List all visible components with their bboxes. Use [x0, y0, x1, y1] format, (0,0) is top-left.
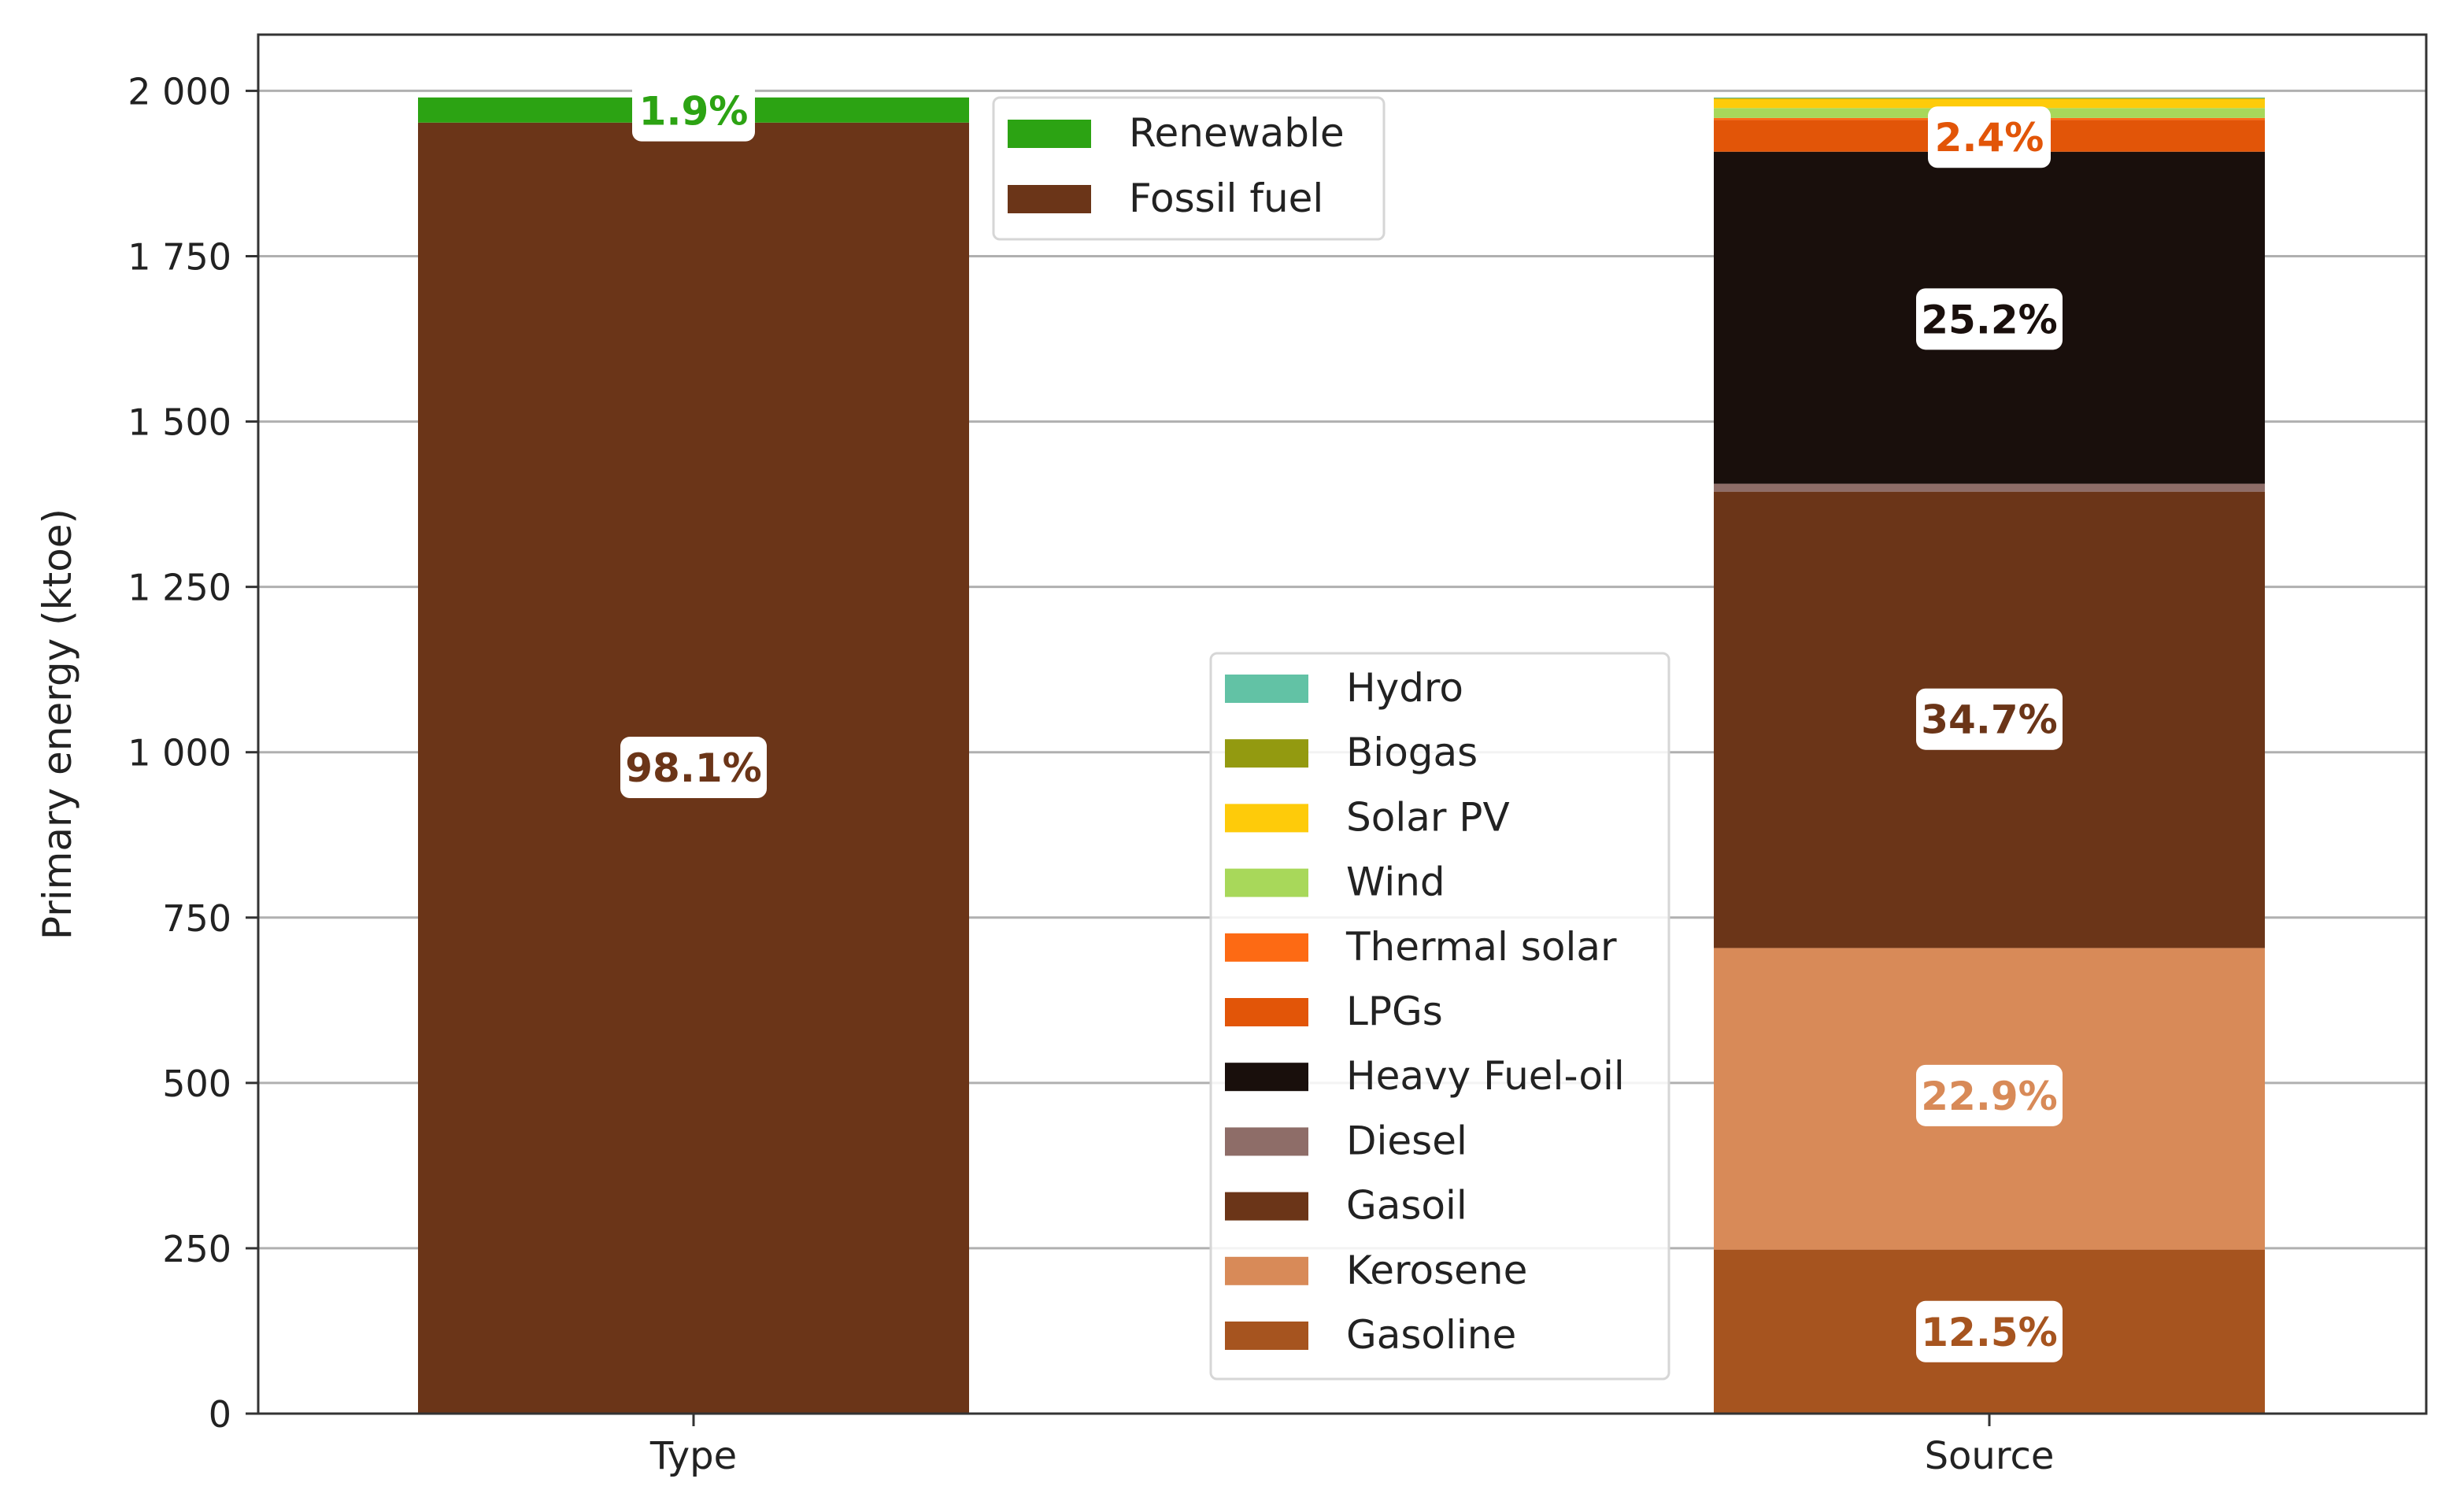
legend-lower-center: Hydro Biogas Solar PV Wind Thermal solar LPGs…	[1209, 652, 1670, 1381]
y-tick-label: 1 750	[128, 235, 231, 278]
legend-swatch	[1225, 1063, 1308, 1092]
data-label-text: 22.9%	[1921, 1074, 2057, 1119]
legend-item-thermal-solar: Thermal solar	[1225, 924, 1617, 970]
legend-item-gasoil: Gasoil	[1225, 1183, 1467, 1229]
y-tick-label: 1 000	[128, 732, 231, 774]
data-label-box	[620, 737, 767, 799]
y-tick-label: 250	[162, 1228, 231, 1270]
y-tick-label: 750	[162, 897, 231, 940]
legend-swatch	[1225, 675, 1308, 703]
legend-swatch	[1225, 998, 1308, 1026]
data-label-text: 12.5%	[1921, 1310, 2057, 1355]
legends: Renewable Fossil fuel Hydro Biogas Solar PV W…	[992, 96, 1670, 1381]
legend-swatch	[1225, 1192, 1308, 1221]
data-label-34-7: 34.7%	[1916, 688, 2063, 750]
legend-item-heavy-fuel-oil: Heavy Fuel-oil	[1225, 1053, 1625, 1099]
legend-item-gasoline: Gasoline	[1225, 1312, 1516, 1358]
data-label-98-1: 98.1%	[620, 737, 767, 799]
legend-swatch	[1225, 739, 1308, 768]
bar-segment-source-biogas	[1714, 98, 2265, 99]
legend-item-biogas: Biogas	[1225, 730, 1478, 775]
data-label-box	[1928, 106, 2051, 168]
legend-swatch	[1008, 120, 1091, 148]
legend-label: Wind	[1346, 860, 1445, 905]
data-label-text: 2.4%	[1935, 115, 2044, 161]
legend-swatch	[1008, 185, 1091, 213]
y-axis-label: Primary energy (ktoe)	[35, 508, 80, 940]
legend-label: Kerosene	[1346, 1248, 1527, 1293]
legend-swatch	[1225, 933, 1308, 962]
data-label-22-9: 22.9%	[1916, 1064, 2063, 1126]
legend-label: LPGs	[1346, 989, 1443, 1034]
legend-label: Gasoil	[1346, 1183, 1467, 1229]
data-label-1-9: 1.9%	[632, 79, 755, 142]
y-tick-label: 1 500	[128, 401, 231, 444]
legend-top-center: Renewable Fossil fuel	[992, 96, 1386, 241]
legend-swatch	[1225, 868, 1308, 897]
axes	[257, 33, 2428, 1415]
legend-label: Renewable	[1129, 110, 1345, 156]
data-label-box	[632, 79, 755, 142]
legend-swatch	[1225, 804, 1308, 833]
x-tick-label: Source	[1925, 1434, 2055, 1478]
data-label-12-5: 12.5%	[1916, 1300, 2063, 1362]
legend-swatch	[1225, 1322, 1308, 1350]
y-tick-label: 2 000	[128, 70, 231, 113]
legend-label: Diesel	[1346, 1118, 1467, 1163]
legend-label: Heavy Fuel-oil	[1346, 1053, 1625, 1099]
legend-label: Thermal solar	[1345, 924, 1617, 970]
plot-frame	[257, 33, 2428, 1415]
data-label-text: 25.2%	[1921, 297, 2057, 342]
legend-item-kerosene: Kerosene	[1225, 1248, 1527, 1293]
legend-item-lpgs: LPGs	[1225, 989, 1443, 1034]
data-label-text: 34.7%	[1921, 697, 2057, 743]
legend-item-wind: Wind	[1225, 860, 1445, 905]
y-axis-ticks: 0 250 500 750 1 000 1 250 1 500 1 750 2 000	[128, 70, 258, 1436]
bar-segment-source-solar-pv	[1714, 98, 2265, 109]
legend-label: Fossil fuel	[1129, 176, 1323, 221]
legend-label: Hydro	[1346, 665, 1463, 711]
bar-segment-source-diesel	[1714, 483, 2265, 492]
data-label-text: 98.1%	[625, 745, 761, 791]
legend-frame	[1209, 652, 1670, 1381]
data-label-box	[1916, 688, 2063, 750]
legend-label: Solar PV	[1346, 794, 1510, 840]
data-label-box	[1916, 1064, 2063, 1126]
legend-item-fossil-fuel: Fossil fuel	[1008, 176, 1323, 221]
legend-item-solar-pv: Solar PV	[1225, 794, 1510, 840]
y-tick-label: 500	[162, 1063, 231, 1105]
data-label-2-4: 2.4%	[1928, 106, 2051, 168]
data-labels: 98.1% 1.9% 12.5% 22.9% 34.7% 25.2% 2.4%	[620, 79, 2063, 1362]
data-label-text: 1.9%	[639, 89, 749, 135]
data-label-25-2: 25.2%	[1916, 288, 2063, 350]
y-tick-label: 1 250	[128, 567, 231, 609]
x-tick-label: Type	[649, 1434, 737, 1478]
legend-label: Biogas	[1346, 730, 1478, 775]
legend-item-hydro: Hydro	[1225, 665, 1463, 711]
data-label-box	[1916, 288, 2063, 350]
legend-swatch	[1225, 1256, 1308, 1285]
x-axis-ticks: Type Source	[649, 1414, 2055, 1478]
data-label-box	[1916, 1300, 2063, 1362]
legend-item-renewable: Renewable	[1008, 110, 1345, 156]
legend-item-diesel: Diesel	[1225, 1118, 1467, 1163]
legend-swatch	[1225, 1127, 1308, 1156]
y-tick-label: 0	[209, 1393, 231, 1436]
legend-label: Gasoline	[1346, 1312, 1516, 1358]
